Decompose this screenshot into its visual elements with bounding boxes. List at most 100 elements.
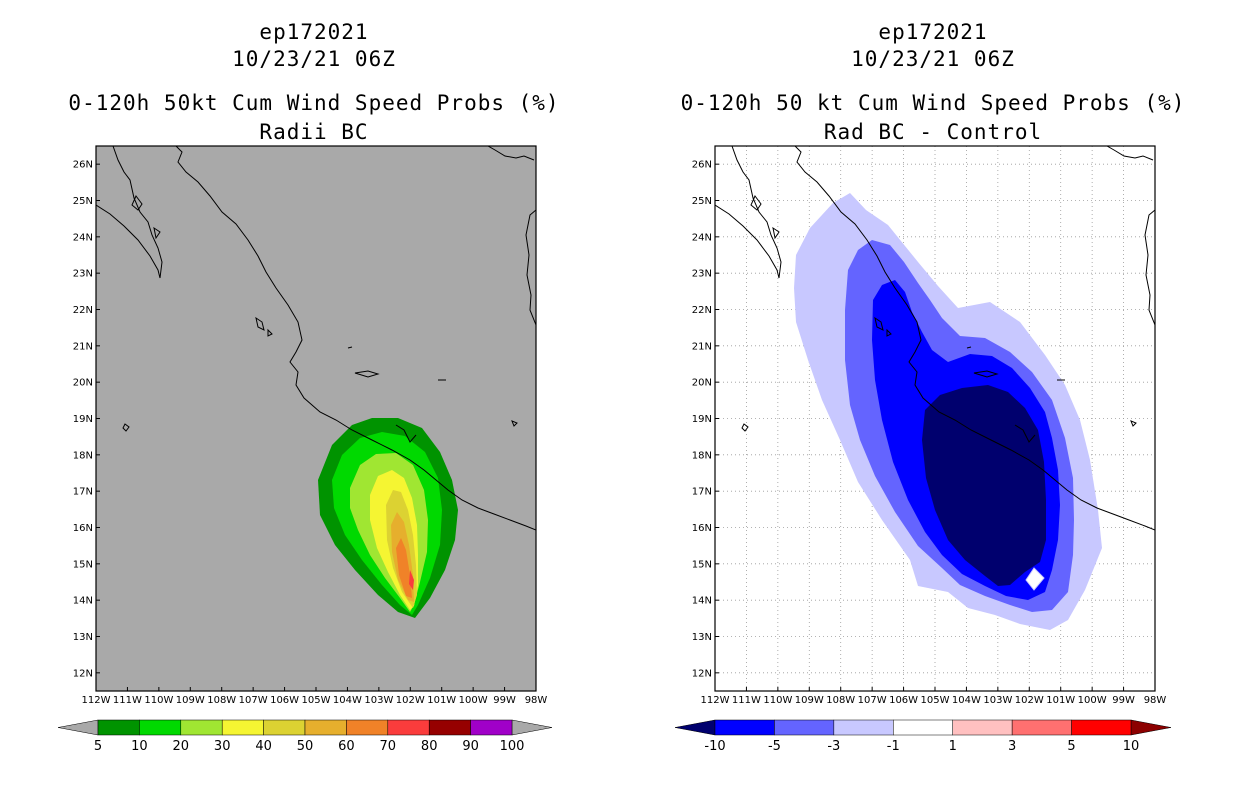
colorbar-over-triangle [511,719,553,736]
colorbar-swatch [263,719,306,736]
colorbar-label: 50 [297,739,314,754]
right-title-storm: ep172021 [878,20,988,44]
left-title-product: 0-120h 50kt Cum Wind Speed Probs (%) [68,91,560,115]
left-title-date: 10/23/21 06Z [232,47,396,71]
lat-label: 17N [692,487,712,498]
colorbar-swatch [774,719,835,736]
colorbar-label: 10 [131,739,148,754]
colorbar-swatch [714,719,775,736]
colorbar-swatch [346,719,389,736]
colorbar-label: 70 [380,739,397,754]
lat-label: 24N [692,232,712,243]
left-title-storm: ep172021 [259,20,369,44]
lat-label: 24N [73,232,93,243]
lon-label: 109W [795,695,824,706]
lon-label: 101W [1046,695,1075,706]
lon-label: 99W [493,695,516,706]
colorbar-swatch [387,719,430,736]
right-contour-minus10 [922,385,1046,586]
lat-label: 12N [692,668,712,679]
lon-label: 109W [176,695,205,706]
colorbar-label: 40 [255,739,272,754]
colorbar-label: 60 [338,739,355,754]
lat-label: 21N [692,341,712,352]
left-contour-70 [409,570,414,590]
colorbar-swatch [833,719,894,736]
colorbar-label: 5 [94,739,102,754]
right-title-date: 10/23/21 06Z [851,47,1015,71]
lat-label: 19N [73,414,93,425]
lat-label: 21N [73,341,93,352]
lon-label: 98W [525,695,548,706]
colorbar-under-triangle [674,719,716,736]
lat-label: 26N [73,160,93,171]
lat-label: 22N [73,305,93,316]
lat-label: 25N [692,196,712,207]
lon-label: 110W [763,695,792,706]
lon-label: 106W [270,695,299,706]
lat-label: 20N [692,378,712,389]
lon-label: 104W [952,695,981,706]
colorbar-label: 5 [1067,739,1075,754]
colorbar-label: 30 [214,739,231,754]
lat-label: 18N [692,450,712,461]
lat-label: 13N [692,632,712,643]
colorbar-swatch [952,719,1013,736]
colorbar-label: 3 [1008,739,1016,754]
lat-label: 20N [73,378,93,389]
lon-label: 101W [427,695,456,706]
lat-label: 22N [692,305,712,316]
lat-label: 16N [73,523,93,534]
colorbar-swatch [1071,719,1132,736]
lon-label: 107W [858,695,887,706]
lat-label: 15N [73,559,93,570]
lat-label: 14N [692,596,712,607]
colorbar-label: 10 [1123,739,1140,754]
lat-label: 16N [692,523,712,534]
right-difference-contours [794,193,1102,630]
left-map-background [96,146,536,691]
lat-label: 15N [692,559,712,570]
right-colorbar: -10 -5 -3 -1 1 3 5 10 [674,719,1172,754]
lon-label: 102W [396,695,425,706]
lon-label: 100W [459,695,488,706]
lon-label: 111W [732,695,761,706]
left-title-subtitle: Radii BC [259,120,369,144]
colorbar-label: -10 [704,739,725,754]
lon-label: 103W [364,695,393,706]
right-map-panel: 26N 25N 24N 23N 22N 21N 20N 19N 18N 17N 16N 15N 14N 1… [692,145,1167,706]
lon-label: 102W [1015,695,1044,706]
colorbar-label: -3 [827,739,840,754]
colorbar-under-triangle [57,719,99,736]
lon-label: 108W [826,695,855,706]
right-title-product: 0-120h 50 kt Cum Wind Speed Probs (%) [680,91,1186,115]
colorbar-swatch [221,719,264,736]
lat-label: 26N [692,160,712,171]
colorbar-label: 80 [421,739,438,754]
colorbar-swatch [139,719,182,736]
lon-label: 112W [701,695,730,706]
lon-label: 100W [1078,695,1107,706]
left-map-panel: 26N 25N 24N 23N 22N 21N 20N 19N 18N 17N 16N 15N 14N 1… [73,145,548,706]
colorbar-swatch [97,719,140,736]
colorbar-label: 90 [462,739,479,754]
right-contour-positive-spot [1025,567,1045,591]
colorbar-swatch [428,719,471,736]
lat-label: 17N [73,487,93,498]
colorbar-label: -1 [887,739,900,754]
lon-label: 103W [983,695,1012,706]
right-coastlines [715,146,1155,531]
lon-label: 105W [302,695,331,706]
lon-label: 104W [333,695,362,706]
left-contour-60 [396,538,412,598]
colorbar-swatch [1011,719,1072,736]
left-axis-labels: 26N 25N 24N 23N 22N 21N 20N 19N 18N 17N 16N 15N 14N 1… [73,160,548,706]
colorbar-label: 1 [949,739,957,754]
lon-label: 108W [207,695,236,706]
lat-label: 23N [692,269,712,280]
lat-label: 12N [73,668,93,679]
right-axis-labels: 26N 25N 24N 23N 22N 21N 20N 19N 18N 17N 16N 15N 14N 1… [692,160,1167,706]
lon-label: 110W [144,695,173,706]
colorbar-swatch [304,719,347,736]
